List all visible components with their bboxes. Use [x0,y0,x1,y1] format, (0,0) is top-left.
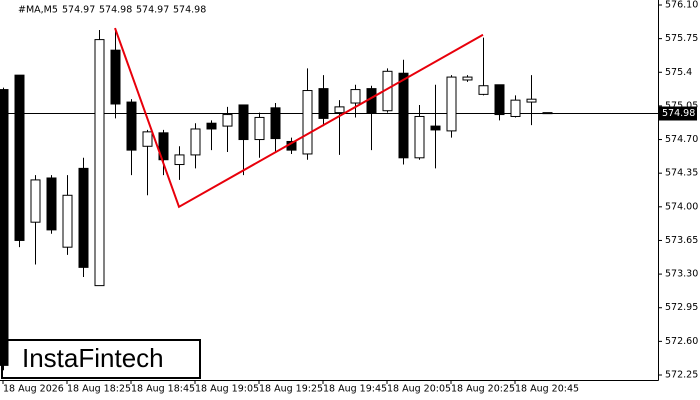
candle-body [190,128,201,156]
candle-body [526,98,537,103]
candle-body [206,122,217,130]
candle-body [414,115,425,159]
candle-body [78,167,89,268]
y-tick-label: 574.35 [665,168,698,179]
symbol: #MA,M5 [18,5,58,16]
y-tick-label: 573.30 [665,269,698,280]
candle-body [0,89,9,366]
header-value: 574.98 [173,5,206,16]
candle-body [254,116,265,141]
candle-body [302,90,313,155]
y-tick-label: 575.4 [665,67,692,78]
candle-body [222,114,233,127]
candle-body [318,88,329,119]
y-tick-label: 575.05 [665,100,698,111]
x-tick-label: 18 Aug 20:25 [451,384,515,395]
y-tick-label: 572.95 [665,302,698,313]
header-value: 574.97 [62,5,95,16]
candle-body [62,194,73,248]
bid-label: 574.98 [662,108,695,119]
candle-body [158,132,169,161]
candle-body [494,84,505,116]
candle-body [398,72,409,159]
candle-body [334,106,345,114]
candle-body [478,85,489,95]
candle-body [142,131,153,147]
x-tick-label: 18 Aug 18:25 [67,384,131,395]
candle-body [430,125,441,131]
x-tick-label: 18 Aug 18:45 [131,384,195,395]
candle-body [46,177,57,231]
candle-body [510,99,521,117]
header-value: 574.98 [99,5,132,16]
logo: InstaFintech [22,343,164,373]
pattern-line [114,27,484,209]
candle-body [462,76,473,81]
y-tick-label: 572.60 [665,336,698,347]
y-tick-label: 573.65 [665,235,698,246]
candle-body [446,76,457,132]
bid-label-box [659,106,697,121]
candle-body [126,101,137,151]
y-tick-label: 574.70 [665,134,698,145]
candle-body [14,74,25,241]
y-tick-label: 576.10 [665,0,698,11]
x-tick-label: 18 Aug 19:05 [195,384,259,395]
x-tick-label: 18 Aug 20:45 [515,384,579,395]
y-tick-label: 574.00 [665,201,698,212]
header-value: 574.97 [136,5,169,16]
y-tick-label: 572.25 [665,370,698,381]
logo-box [1,339,201,379]
x-tick-label: 18 Aug 19:45 [323,384,387,395]
candle-body [110,49,121,105]
y-tick-label: 575.75 [665,33,698,44]
candle-body [542,112,553,115]
x-tick-label: 18 Aug 20:05 [387,384,451,395]
candle-body [94,39,105,287]
x-tick-label: 18 Aug 19:25 [259,384,323,395]
candle-body [270,107,281,140]
x-tick-label: 18 Aug 2026 [3,384,64,395]
candle-body [350,89,361,104]
candle-body [238,104,249,141]
candle-body [30,179,41,223]
candle-body [174,154,185,166]
